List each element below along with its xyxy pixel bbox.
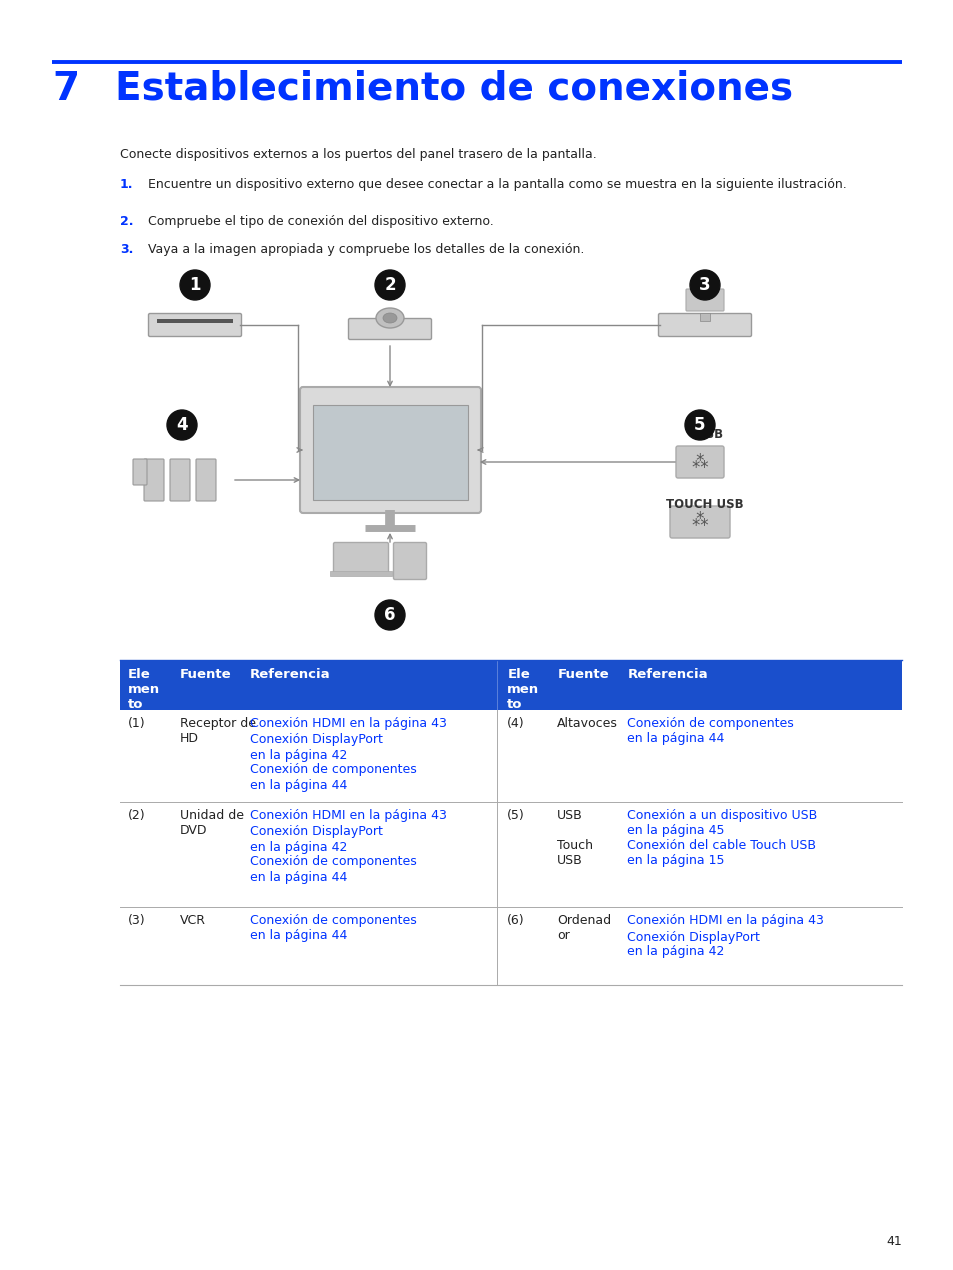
Text: Conexión DisplayPort
en la página 42: Conexión DisplayPort en la página 42: [250, 826, 382, 853]
Text: Conexión de componentes
en la página 44: Conexión de componentes en la página 44: [627, 718, 793, 745]
FancyBboxPatch shape: [299, 387, 480, 513]
Text: Conexión HDMI en la página 43: Conexión HDMI en la página 43: [627, 914, 823, 927]
Ellipse shape: [382, 312, 396, 323]
FancyBboxPatch shape: [132, 458, 147, 485]
Text: Conexión DisplayPort
en la página 42: Conexión DisplayPort en la página 42: [250, 734, 382, 762]
FancyBboxPatch shape: [348, 319, 431, 339]
Text: (5): (5): [507, 809, 524, 822]
Text: Compruebe el tipo de conexión del dispositivo externo.: Compruebe el tipo de conexión del dispos…: [148, 215, 494, 229]
FancyBboxPatch shape: [170, 458, 190, 500]
Text: 41: 41: [885, 1234, 901, 1248]
Text: Ele
men
to: Ele men to: [507, 668, 538, 711]
Text: Conexión de componentes
en la página 44: Conexión de componentes en la página 44: [250, 763, 416, 791]
Text: 7: 7: [52, 70, 79, 108]
Bar: [700, 312, 709, 321]
Text: Fuente: Fuente: [557, 668, 608, 681]
Text: 2.: 2.: [120, 215, 133, 229]
FancyBboxPatch shape: [149, 314, 241, 337]
Text: 1: 1: [189, 276, 200, 293]
Circle shape: [375, 271, 405, 300]
Text: 4: 4: [176, 417, 188, 434]
Text: 1.: 1.: [120, 178, 133, 190]
Text: Receptor de
HD: Receptor de HD: [180, 718, 255, 745]
Circle shape: [684, 410, 714, 439]
Circle shape: [180, 271, 210, 300]
Text: (2): (2): [128, 809, 146, 822]
Text: Fuente: Fuente: [180, 668, 232, 681]
Text: 6: 6: [384, 606, 395, 624]
Ellipse shape: [375, 309, 403, 328]
Text: (6): (6): [507, 914, 524, 927]
Text: Establecimiento de conexiones: Establecimiento de conexiones: [115, 70, 792, 108]
Bar: [120, 660, 901, 710]
Text: VCR: VCR: [180, 914, 206, 927]
Text: Referencia: Referencia: [627, 668, 707, 681]
Text: Encuentre un dispositivo externo que desee conectar a la pantalla como se muestr: Encuentre un dispositivo externo que des…: [148, 178, 846, 190]
Text: Conexión de componentes
en la página 44: Conexión de componentes en la página 44: [250, 914, 416, 942]
Text: ⁂: ⁂: [691, 511, 707, 530]
Bar: [313, 405, 468, 500]
FancyBboxPatch shape: [195, 458, 215, 500]
Text: USB: USB: [696, 428, 722, 441]
Text: Ele
men
to: Ele men to: [128, 668, 160, 711]
Text: Conexión DisplayPort
en la página 42: Conexión DisplayPort en la página 42: [627, 931, 760, 959]
Text: Conexión del cable Touch USB
en la página 15: Conexión del cable Touch USB en la págin…: [627, 839, 816, 867]
Text: Unidad de
DVD: Unidad de DVD: [180, 809, 244, 837]
Text: 5: 5: [694, 417, 705, 434]
Text: TOUCH USB: TOUCH USB: [665, 498, 743, 511]
Text: Ordenad
or: Ordenad or: [557, 914, 611, 942]
Text: (1): (1): [128, 718, 146, 730]
Text: Conexión HDMI en la página 43: Conexión HDMI en la página 43: [250, 809, 446, 822]
FancyBboxPatch shape: [144, 458, 164, 500]
Text: Altavoces: Altavoces: [557, 718, 618, 730]
Text: Vaya a la imagen apropiada y compruebe los detalles de la conexión.: Vaya a la imagen apropiada y compruebe l…: [148, 243, 584, 257]
Circle shape: [167, 410, 196, 439]
Text: Conexión de componentes
en la página 44: Conexión de componentes en la página 44: [250, 856, 416, 884]
Text: 3: 3: [699, 276, 710, 293]
Text: 3.: 3.: [120, 243, 133, 257]
Text: Conexión HDMI en la página 43: Conexión HDMI en la página 43: [250, 718, 446, 730]
Circle shape: [689, 271, 720, 300]
FancyBboxPatch shape: [334, 542, 388, 574]
FancyBboxPatch shape: [669, 505, 729, 538]
Text: Referencia: Referencia: [250, 668, 331, 681]
Circle shape: [375, 599, 405, 630]
FancyBboxPatch shape: [685, 290, 723, 311]
Text: USB

Touch
USB: USB Touch USB: [557, 809, 593, 867]
FancyBboxPatch shape: [676, 446, 723, 478]
Bar: [157, 319, 233, 323]
Text: Conexión a un dispositivo USB
en la página 45: Conexión a un dispositivo USB en la pági…: [627, 809, 817, 837]
Text: ⁂: ⁂: [691, 453, 707, 471]
Bar: [330, 572, 392, 577]
Text: (4): (4): [507, 718, 524, 730]
Text: 2: 2: [384, 276, 395, 293]
Text: (3): (3): [128, 914, 146, 927]
FancyBboxPatch shape: [393, 542, 426, 579]
Text: Conecte dispositivos externos a los puertos del panel trasero de la pantalla.: Conecte dispositivos externos a los puer…: [120, 149, 597, 161]
FancyBboxPatch shape: [658, 314, 751, 337]
